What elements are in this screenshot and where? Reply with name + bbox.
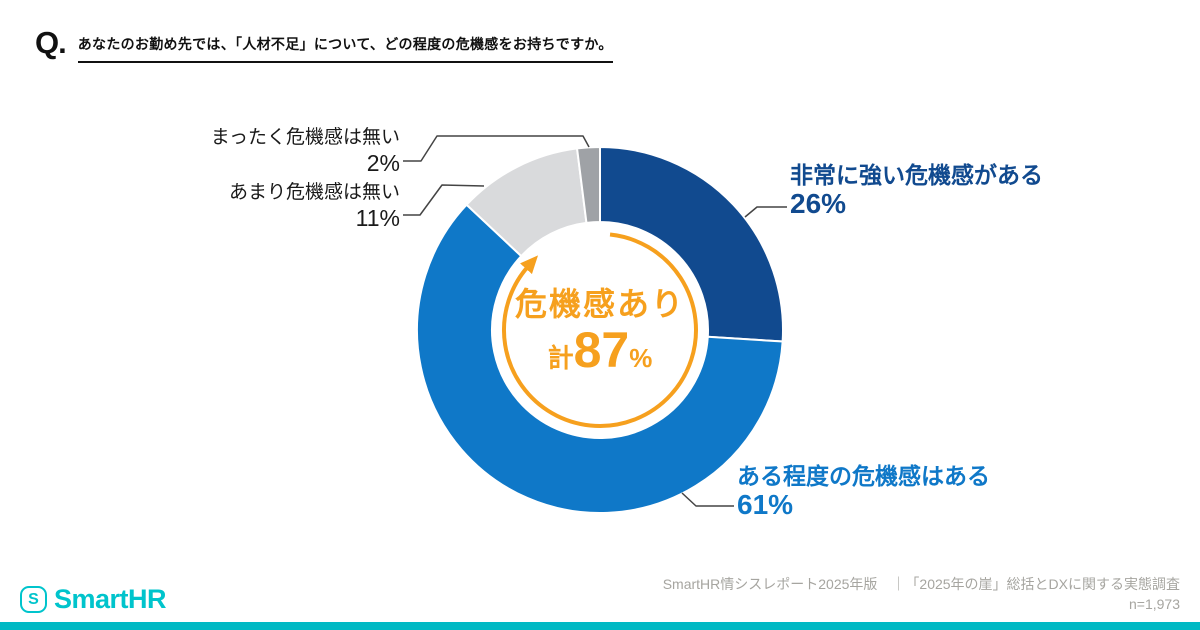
callout-none-at-all: まったく危機感は無い 2% <box>211 125 400 176</box>
center-label-total: 計87% <box>440 324 760 389</box>
donut-segment-1 <box>416 203 784 514</box>
center-total-value: 87 <box>573 322 630 378</box>
callout-none-at-all-label: まったく危機感は無い <box>210 127 400 148</box>
bottom-accent-bar <box>0 622 1200 630</box>
center-label-title: 危機感あり <box>514 286 685 322</box>
question-text: あなたのお勤め先では、「人材不足」について、どの程度の危機感をお持ちですか。 <box>77 34 613 63</box>
smarthr-logo: S SmartHR <box>20 584 167 615</box>
callout-not-much-label: あまり危機感は無い <box>228 182 400 203</box>
donut-chart <box>416 145 785 514</box>
question-prefix: Q. <box>35 25 67 60</box>
cycle-arrow-icon <box>502 232 698 428</box>
donut-center-label: 危機感あり 計87% <box>440 286 760 389</box>
smarthr-wordmark: SmartHR <box>54 584 167 614</box>
smarthr-s-icon: S <box>20 586 47 613</box>
source-line: SmartHR情シスレポート2025年版 ｜「2025年の崖」総括とDXに関する… <box>662 576 1180 592</box>
callout-not-much-value: 11% <box>355 205 400 231</box>
callout-not-much: あまり危機感は無い 11% <box>229 180 400 231</box>
callout-some: ある程度の危機感はある 61% <box>737 463 990 520</box>
center-total-suffix: % <box>629 343 653 373</box>
callout-none-at-all-value: 2% <box>366 150 400 176</box>
center-total-prefix: 計 <box>547 343 574 373</box>
source-attribution: SmartHR情シスレポート2025年版 ｜「2025年の崖」総括とDXに関する… <box>663 574 1180 614</box>
callout-very-strong: 非常に強い危機感がある 26% <box>790 162 1043 219</box>
callout-very-strong-label: 非常に強い危機感がある <box>790 162 1043 188</box>
donut-segment-0 <box>599 145 785 343</box>
sample-size: n=1,973 <box>1129 596 1180 612</box>
callout-very-strong-value: 26% <box>790 188 847 219</box>
question-block: Q. あなたのお勤め先では、「人材不足」について、どの程度の危機感をお持ちですか… <box>35 26 613 63</box>
callout-some-value: 61% <box>737 489 794 520</box>
callout-some-label: ある程度の危機感はある <box>737 463 990 489</box>
